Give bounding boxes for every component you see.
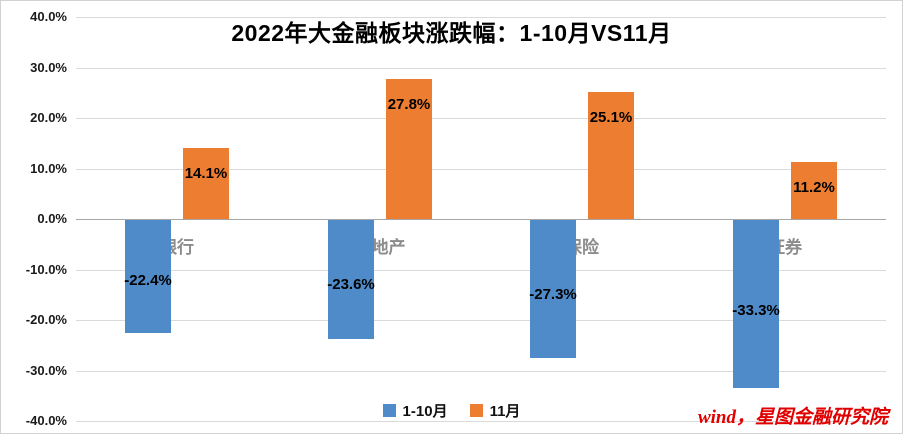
gridline — [76, 320, 886, 321]
axis-zero-line — [76, 219, 886, 220]
legend-item: 11月 — [469, 400, 521, 421]
chart-title: 2022年大金融板块涨跌幅：1-10月VS11月 — [231, 20, 672, 46]
y-axis-tick-label: 20.0% — [30, 110, 67, 125]
legend-swatch — [382, 404, 396, 417]
bar-11月-房地产 — [386, 79, 432, 219]
legend-item: 1-10月 — [382, 400, 448, 421]
gridline — [76, 421, 886, 422]
y-axis-tick-label: -30.0% — [25, 363, 67, 378]
y-axis-tick-label: -10.0% — [25, 262, 67, 277]
y-axis-tick-label: 0.0% — [37, 211, 67, 226]
legend-label: 11月 — [489, 403, 521, 420]
bar-value-label: 25.1% — [589, 109, 633, 126]
bar-value-label: -23.6% — [327, 276, 375, 293]
legend: 1-10月 11月 — [1, 400, 902, 421]
legend-label: 1-10月 — [402, 403, 448, 420]
bar-11月-证券 — [791, 162, 837, 219]
y-axis-tick-label: 10.0% — [30, 161, 67, 176]
y-axis-tick-label: -20.0% — [25, 312, 67, 327]
bar-value-label: 11.2% — [793, 179, 835, 196]
gridline — [76, 371, 886, 372]
bar-value-label: -22.4% — [124, 272, 172, 289]
y-axis-tick-label: -40.0% — [25, 413, 67, 428]
bar-1-10月-保险 — [530, 220, 576, 358]
gridline — [76, 17, 886, 18]
bar-value-label: -27.3% — [529, 286, 577, 303]
gridline — [76, 169, 886, 170]
legend-swatch — [469, 404, 483, 417]
y-axis-tick-label: 30.0% — [30, 60, 67, 75]
gridline — [76, 68, 886, 69]
bar-11月-银行 — [183, 148, 229, 219]
y-axis-tick-label: 40.0% — [30, 9, 67, 24]
source-credit: wind，星图金融研究院 — [697, 407, 888, 428]
bar-1-10月-房地产 — [328, 220, 374, 339]
bar-value-label: -33.3% — [732, 302, 780, 319]
bar-value-label: 27.8% — [387, 96, 431, 113]
bar-value-label: 14.1% — [184, 165, 228, 182]
gridline — [76, 270, 886, 271]
bar-1-10月-银行 — [125, 220, 171, 333]
bar-11月-保险 — [588, 92, 634, 219]
bar-1-10月-证券 — [733, 220, 779, 388]
gridline — [76, 118, 886, 119]
